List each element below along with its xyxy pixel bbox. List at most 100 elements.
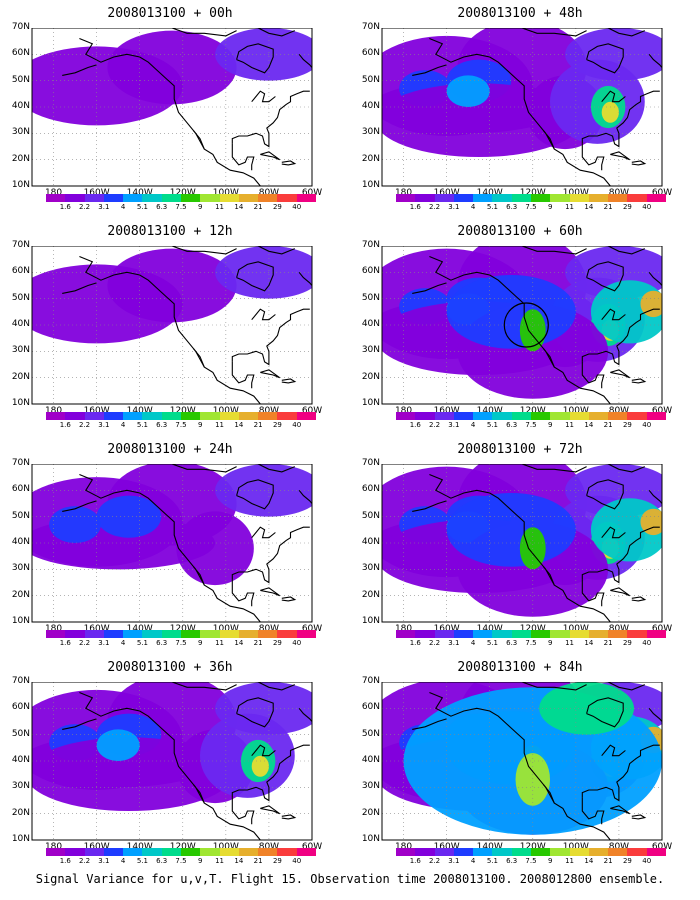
latitude-label: 50N bbox=[361, 728, 380, 739]
colorbar-segment bbox=[550, 848, 570, 856]
latitude-label: 30N bbox=[11, 345, 30, 356]
map-area: 70N 60N 50N 40N 30N 20N 10N 180 160W 140W 120W 100W… bbox=[350, 458, 690, 634]
colorbar-label: 1.6 bbox=[409, 857, 421, 865]
latitude-label: 10N bbox=[11, 616, 30, 626]
colorbar-segment bbox=[296, 412, 316, 420]
colorbar-segment bbox=[396, 412, 416, 420]
latitude-label: 70N bbox=[11, 458, 30, 468]
latitude-label: 40N bbox=[361, 755, 380, 765]
latitude-label: 50N bbox=[361, 74, 380, 85]
panel-title: 2008013100 + 36h bbox=[107, 660, 233, 675]
colorbar-segment bbox=[180, 630, 201, 638]
longitude-label: 140W bbox=[126, 842, 153, 852]
longitude-label: 140W bbox=[126, 406, 153, 416]
colorbar-segment bbox=[646, 412, 666, 420]
colorbar-label: 5.1 bbox=[136, 421, 148, 429]
colorbar-label: 6.3 bbox=[506, 421, 518, 429]
colorbar-labels: 1.6 2.2 3.1 4 5.1 6.3 7.5 9 11 14 21 29 40 bbox=[46, 857, 316, 867]
colorbar-segment bbox=[492, 848, 512, 856]
colorbar-segment bbox=[65, 194, 85, 202]
longitude-label: 160W bbox=[83, 842, 110, 852]
colorbar-segment bbox=[588, 630, 609, 638]
colorbar-segment bbox=[415, 848, 435, 856]
colorbar-segment bbox=[142, 848, 162, 856]
colorbar-segment bbox=[238, 412, 259, 420]
colorbar-label: 21 bbox=[253, 857, 263, 865]
map-area: 70N 60N 50N 40N 30N 20N 10N 180 160W 140W 120W 100W… bbox=[0, 676, 340, 852]
colorbar-segment bbox=[219, 848, 239, 856]
panel-title: 2008013100 + 60h bbox=[457, 224, 583, 239]
colorbar-segment bbox=[569, 194, 589, 202]
colorbar-label: 4 bbox=[120, 421, 126, 429]
longitude-label: 140W bbox=[476, 406, 503, 416]
colorbar-label: 29 bbox=[272, 421, 282, 429]
colorbar-label: 11 bbox=[215, 203, 225, 211]
colorbar-label: 11 bbox=[565, 203, 575, 211]
colorbar-segment bbox=[84, 848, 104, 856]
colorbar-label: 2.2 bbox=[428, 639, 441, 647]
colorbar-segment bbox=[396, 630, 416, 638]
colorbar-label: 6.3 bbox=[506, 203, 518, 211]
colorbar-label: 2.2 bbox=[78, 857, 91, 865]
colorbar-segment bbox=[296, 848, 316, 856]
colorbar-label: 21 bbox=[603, 639, 613, 647]
colorbar-label: 9 bbox=[198, 203, 203, 211]
colorbar-segment bbox=[550, 630, 570, 638]
colorbar-label: 7.5 bbox=[525, 203, 537, 211]
longitude-label: 180 bbox=[44, 406, 63, 416]
colorbar-segment bbox=[161, 630, 181, 638]
colorbar-segment bbox=[238, 848, 259, 856]
latitude-label: 50N bbox=[11, 728, 30, 739]
colorbar-segment bbox=[219, 194, 239, 202]
latitude-label: 70N bbox=[11, 22, 30, 32]
colorbar-segment bbox=[277, 194, 297, 202]
colorbar-label: 9 bbox=[548, 421, 553, 429]
latitude-label: 30N bbox=[11, 781, 30, 792]
latitude-label: 70N bbox=[361, 22, 380, 32]
latitude-label: 40N bbox=[11, 101, 30, 111]
colorbar-label: 29 bbox=[272, 203, 282, 211]
longitude-label: 60W bbox=[301, 842, 323, 852]
colorbar-label: 11 bbox=[565, 639, 575, 647]
latitude-label: 10N bbox=[361, 616, 380, 626]
latitude-label: 20N bbox=[361, 589, 380, 600]
colorbar-label: 4 bbox=[120, 857, 126, 865]
longitude-label: 100W bbox=[212, 624, 239, 634]
colorbar-segment bbox=[627, 194, 647, 202]
colorbar-segment bbox=[453, 412, 474, 420]
latitude-label: 40N bbox=[361, 319, 380, 329]
latitude-label: 60N bbox=[11, 484, 30, 495]
colorbar-label: 40 bbox=[642, 203, 652, 211]
colorbar-segment bbox=[550, 412, 570, 420]
longitude-label: 120W bbox=[519, 188, 546, 198]
colorbar-segment bbox=[277, 412, 297, 420]
longitude-label: 80W bbox=[258, 842, 280, 852]
colorbar-segment bbox=[588, 194, 609, 202]
longitude-label: 60W bbox=[651, 406, 673, 416]
colorbar-label: 14 bbox=[584, 421, 594, 429]
latitude-label: 20N bbox=[11, 807, 30, 818]
latitude-label: 70N bbox=[11, 676, 30, 686]
colorbar-segment bbox=[123, 848, 143, 856]
forecast-panel: 2008013100 + 60h 70N 60N 50N 40N 30N 20N 10N 180… bbox=[350, 218, 690, 433]
longitude-label: 80W bbox=[608, 842, 630, 852]
colorbar-label: 4 bbox=[470, 857, 476, 865]
panel-title: 2008013100 + 24h bbox=[107, 442, 233, 457]
longitude-label: 160W bbox=[433, 624, 460, 634]
longitude-label: 180 bbox=[394, 842, 413, 852]
colorbar-label: 6.3 bbox=[156, 639, 168, 647]
colorbar bbox=[46, 848, 316, 856]
colorbar-label: 3.1 bbox=[448, 639, 460, 647]
colorbar-segment bbox=[530, 630, 551, 638]
colorbar-label: 1.6 bbox=[59, 203, 71, 211]
colorbar-labels: 1.6 2.2 3.1 4 5.1 6.3 7.5 9 11 14 21 29 40 bbox=[46, 203, 316, 213]
colorbar-segment bbox=[492, 412, 512, 420]
colorbar-segment bbox=[161, 194, 181, 202]
panel-title: 2008013100 + 12h bbox=[107, 224, 233, 239]
colorbar-segment bbox=[415, 630, 435, 638]
colorbar bbox=[46, 630, 316, 638]
colorbar-label: 29 bbox=[622, 203, 632, 211]
colorbar-label: 1.6 bbox=[409, 421, 421, 429]
colorbar-segment bbox=[123, 194, 143, 202]
colorbar-segment bbox=[550, 194, 570, 202]
